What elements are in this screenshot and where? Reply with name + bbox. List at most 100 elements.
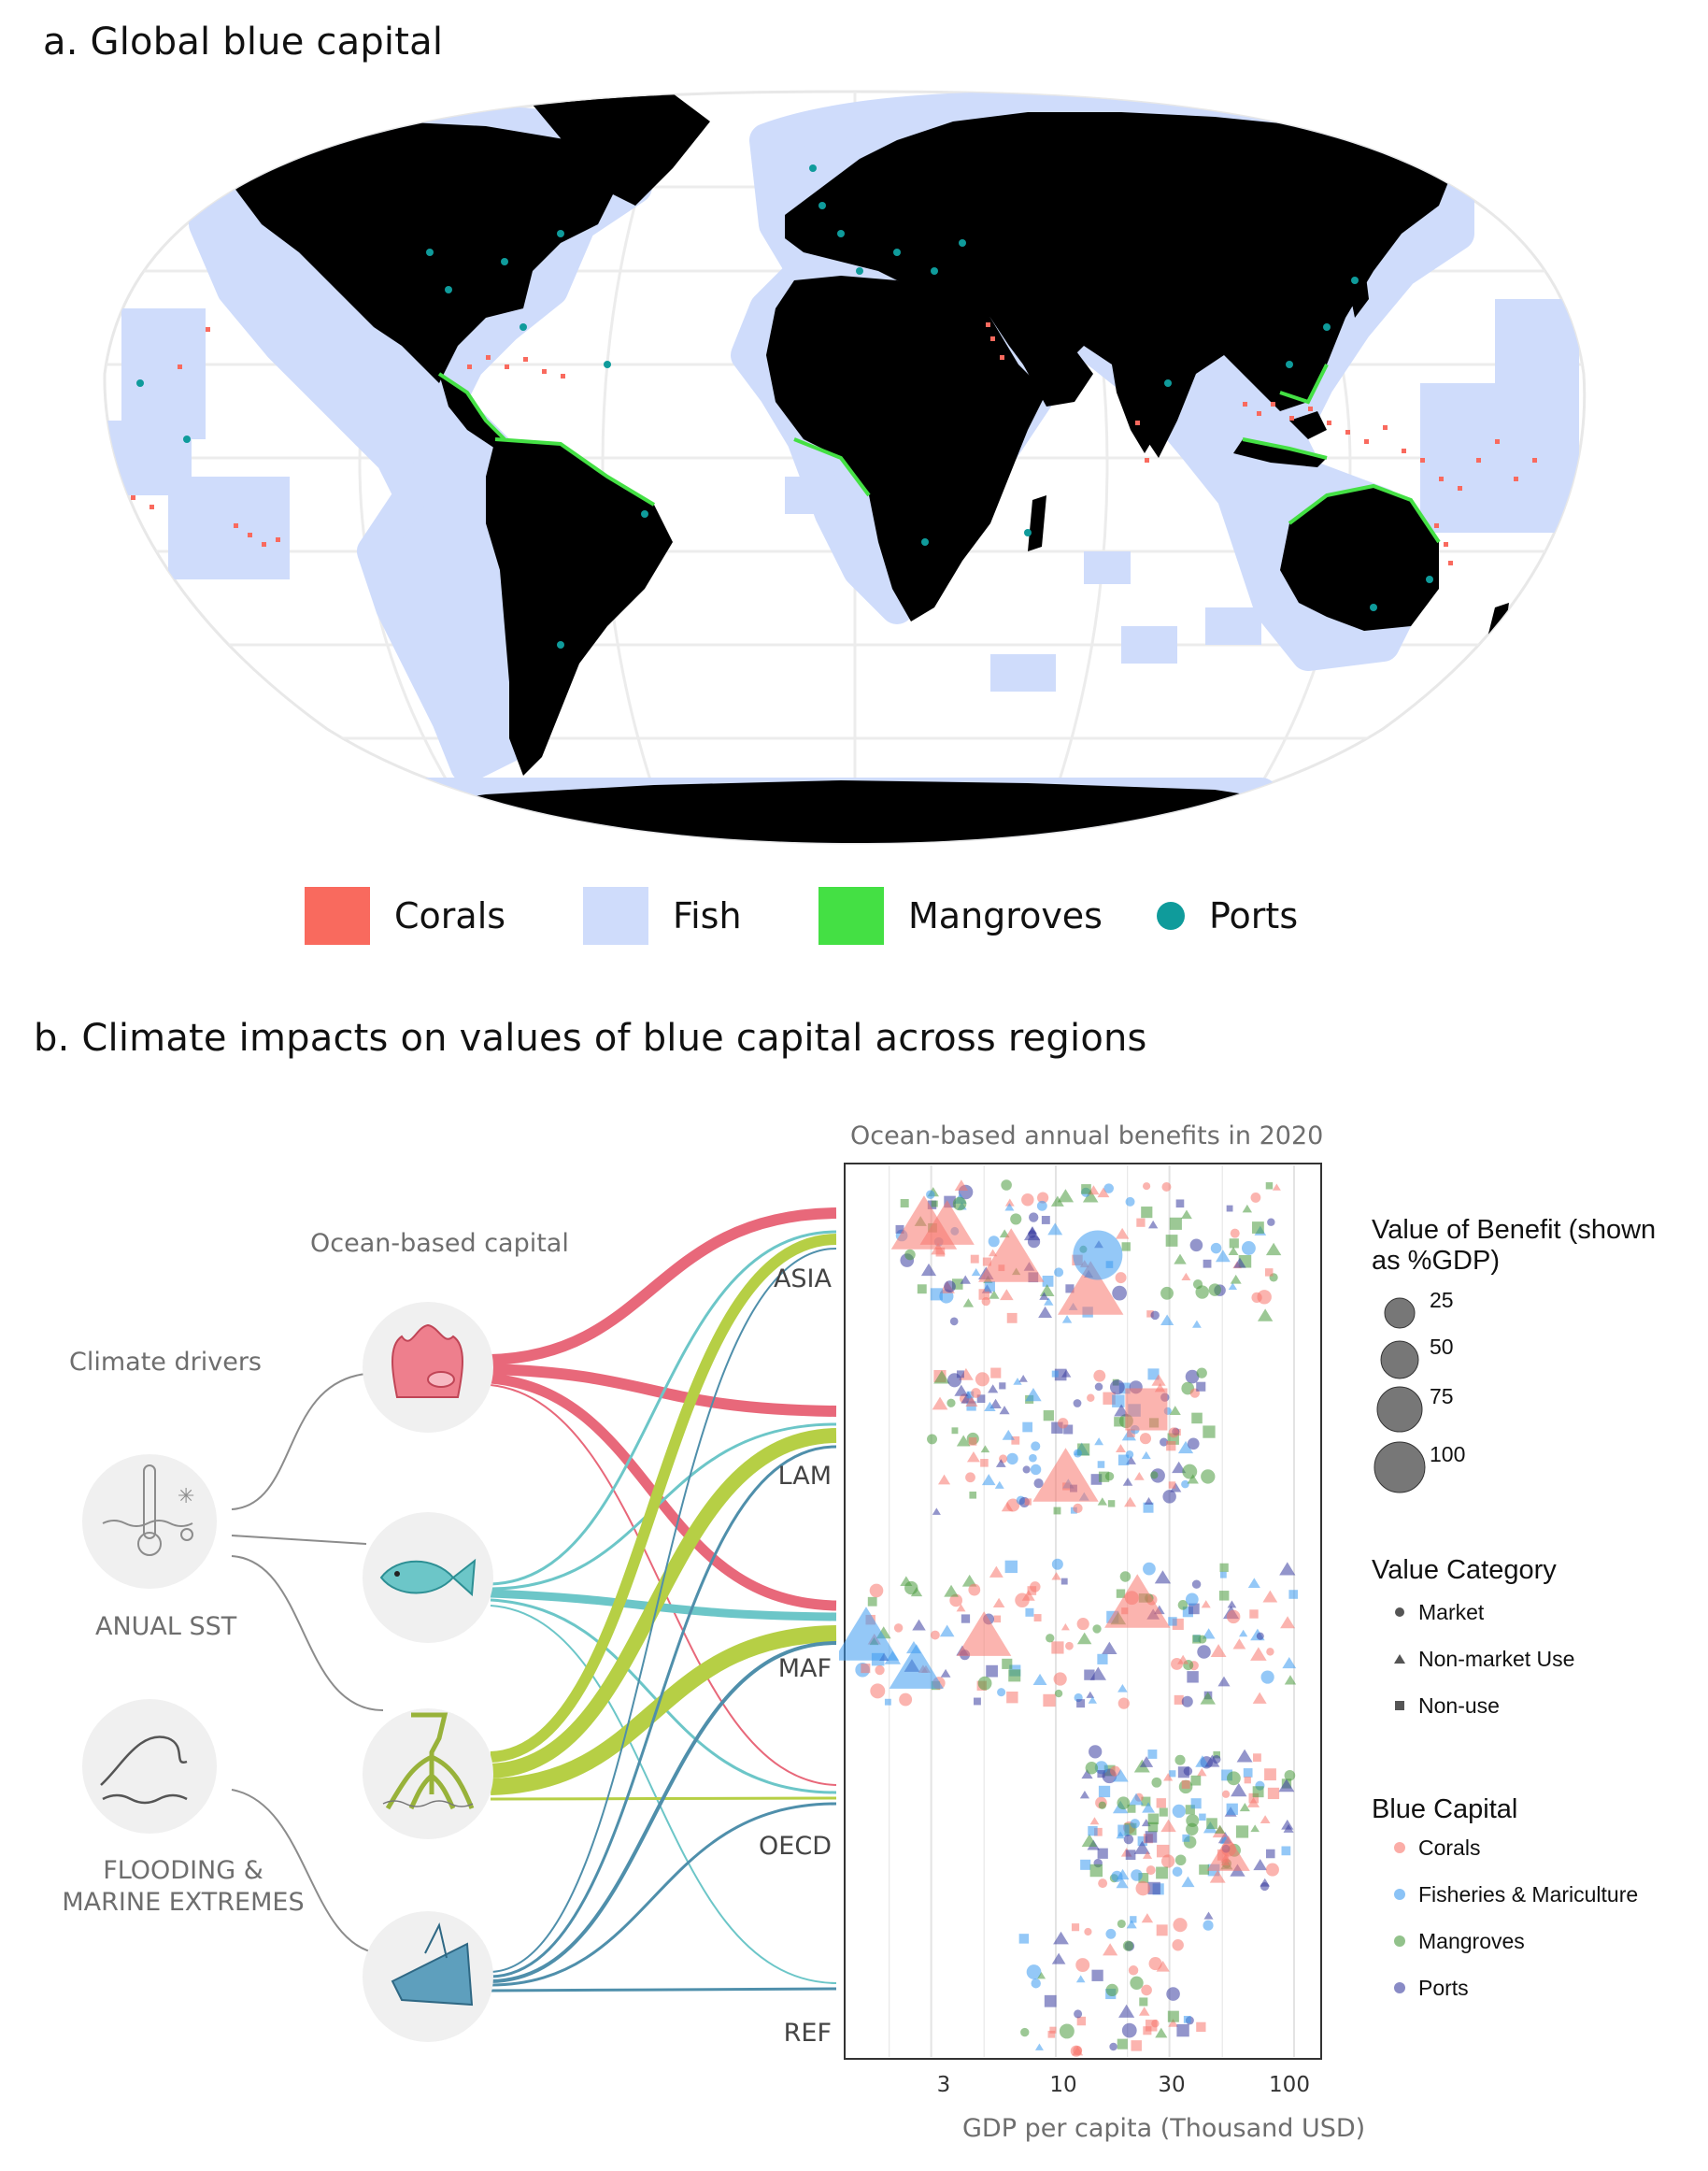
- point-ports-non-market-use: [988, 1384, 999, 1393]
- point-ports-market: [1121, 2022, 1137, 2038]
- point-mangroves-non-market-use: [1265, 1242, 1282, 1256]
- point-mangroves-non-market-use: [944, 1584, 959, 1597]
- point-fisheries-mariculture-non-market-use: [1044, 1297, 1054, 1306]
- coral-icon: [363, 1302, 493, 1433]
- point-corals-non-market-use: [932, 1396, 948, 1410]
- point-fisheries-mariculture-market: [988, 1235, 1000, 1248]
- driver-label-sst: ANUAL SST: [95, 1612, 237, 1641]
- point-mangroves-market: [952, 1196, 967, 1211]
- point-corals-non-use: [1253, 1753, 1261, 1763]
- point-mangroves-market: [1284, 1769, 1296, 1781]
- point-fisheries-mariculture-non-use: [1219, 1571, 1227, 1578]
- point-ports-non-market-use: [932, 1507, 941, 1515]
- point-ports-non-use: [1097, 1770, 1105, 1778]
- point-corals-market: [1148, 1957, 1162, 1971]
- point-ports-market: [1191, 1579, 1202, 1589]
- point-ports-market: [1162, 1490, 1176, 1504]
- point-fisheries-mariculture-market: [926, 1190, 935, 1200]
- point-corals-non-market-use: [1201, 1600, 1211, 1608]
- point-ports-non-use: [1265, 1849, 1275, 1859]
- point-fisheries-mariculture-market: [1051, 1558, 1063, 1570]
- point-mangroves-non-market-use: [961, 1574, 977, 1587]
- point-ports-non-use: [1226, 1205, 1233, 1212]
- chart-title: Ocean-based annual benefits in 2020: [850, 1121, 1324, 1150]
- point-mangroves-non-use: [1192, 1635, 1202, 1644]
- driver-link-sst-fish: [231, 1535, 367, 1545]
- point-fisheries-mariculture-non-use: [1182, 1834, 1190, 1842]
- point-corals-market: [1160, 1854, 1175, 1868]
- point-mangroves-non-market-use: [1257, 1308, 1274, 1321]
- point-corals-non-use: [1011, 1435, 1020, 1445]
- point-corals-market: [1143, 1182, 1151, 1191]
- fish-icon: [363, 1512, 493, 1643]
- point-corals-non-use: [1146, 1310, 1154, 1318]
- point-mangroves-non-use: [1235, 1825, 1249, 1838]
- point-ports-market: [1212, 1754, 1221, 1764]
- point-ports-non-use: [976, 1394, 986, 1404]
- point-mangroves-non-use: [931, 1200, 938, 1207]
- point-fisheries-mariculture-market: [1031, 1978, 1041, 1989]
- region-label-maf: MAF: [777, 1654, 832, 1683]
- point-ports-non-market-use: [1233, 1257, 1246, 1268]
- point-corals-non-market-use: [1156, 1960, 1170, 1972]
- point-ports-non-use: [1188, 1603, 1200, 1615]
- point-fisheries-mariculture-non-use: [1098, 1785, 1111, 1798]
- point-mangroves-non-use: [1185, 1805, 1195, 1815]
- point-corals-market: [1146, 1865, 1156, 1876]
- point-mangroves-market: [1208, 1283, 1222, 1296]
- point-mangroves-non-use: [1053, 1507, 1061, 1515]
- point-ports-non-use: [1187, 1671, 1199, 1683]
- point-mangroves-non-use: [1147, 1821, 1159, 1833]
- point-corals-market: [1073, 2046, 1083, 2056]
- point-corals-market: [1084, 1927, 1092, 1936]
- legend-size-100: 100: [1430, 1442, 1466, 1466]
- point-fisheries-mariculture-non-use: [1118, 1382, 1131, 1394]
- point-fisheries-mariculture-non-use: [1097, 1653, 1108, 1664]
- point-ports-market: [949, 1317, 959, 1326]
- point-mangroves-non-market-use: [1215, 1824, 1226, 1834]
- point-corals-non-market-use: [1060, 1623, 1070, 1631]
- point-corals-non-market-use: [1181, 1272, 1191, 1281]
- point-corals-non-market-use: [1138, 2007, 1150, 2016]
- point-fisheries-mariculture-non-use: [1004, 1560, 1018, 1574]
- point-ports-non-market-use: [1086, 1691, 1095, 1698]
- legend-color-fisheries: Fisheries & Mariculture: [1418, 1882, 1639, 1907]
- point-fisheries-mariculture-non-market-use: [889, 1644, 944, 1689]
- point-fisheries-mariculture-market: [1073, 1230, 1123, 1280]
- point-corals-market: [875, 1664, 885, 1676]
- point-fisheries-mariculture-non-use: [1042, 1275, 1054, 1287]
- point-mangroves-market: [977, 1676, 992, 1691]
- point-mangroves-non-use: [1252, 1221, 1264, 1234]
- legend-shape-title: Value Category: [1372, 1555, 1557, 1585]
- point-corals-non-market-use: [1141, 1913, 1154, 1923]
- wave-icon: [82, 1699, 217, 1834]
- point-mangroves-non-use: [1190, 1775, 1202, 1786]
- point-corals-non-use: [1094, 1827, 1103, 1836]
- point-fisheries-mariculture-non-use: [1221, 1769, 1232, 1781]
- point-mangroves-non-use: [1107, 1500, 1116, 1507]
- point-mangroves-non-use: [1098, 1471, 1110, 1482]
- point-ports-non-market-use: [1144, 1497, 1154, 1505]
- point-mangroves-market: [1150, 1471, 1159, 1479]
- point-mangroves-non-use: [1141, 1207, 1153, 1219]
- sankey-diagram: ✳: [82, 1207, 837, 2042]
- point-mangroves-non-use: [1156, 1866, 1168, 1879]
- point-mangroves-non-use: [1213, 1750, 1220, 1759]
- legend-size-title: Value of Benefit (shown as %GDP): [1372, 1215, 1657, 1276]
- legend-item-ports: Ports: [1157, 883, 1298, 949]
- point-corals-market: [1266, 1648, 1274, 1656]
- point-mangroves-non-market-use: [1187, 1474, 1199, 1484]
- climate-drivers-label: Climate drivers: [69, 1348, 262, 1377]
- point-mangroves-non-use: [1252, 1786, 1264, 1798]
- point-ports-non-use: [1196, 1381, 1206, 1392]
- point-corals-non-market-use: [1097, 1187, 1110, 1198]
- point-ports-market: [1123, 1834, 1134, 1845]
- legend-label-ports: Ports: [1209, 895, 1299, 936]
- point-mangroves-non-use: [1159, 1807, 1168, 1817]
- point-fisheries-mariculture-market: [1103, 1183, 1114, 1193]
- point-corals-non-use: [1196, 2021, 1206, 2033]
- point-fisheries-mariculture-market: [1125, 1196, 1135, 1207]
- point-mangroves-non-market-use: [1200, 1692, 1216, 1705]
- point-ports-market: [1197, 1645, 1211, 1659]
- point-ports-non-market-use: [1102, 1641, 1117, 1655]
